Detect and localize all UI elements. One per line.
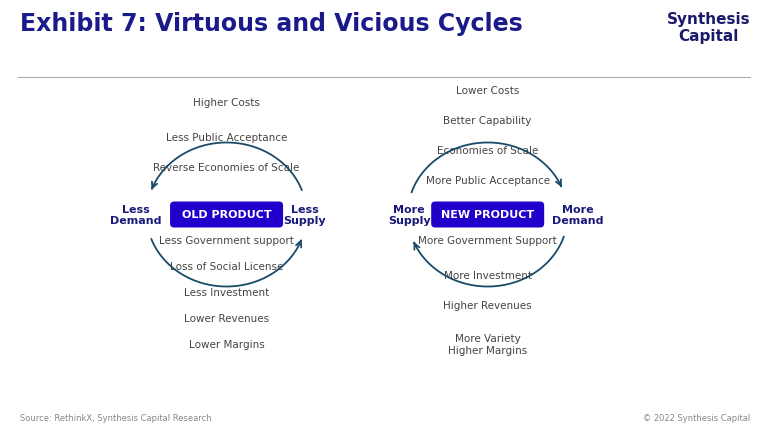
- Text: Reverse Economies of Scale: Reverse Economies of Scale: [154, 163, 300, 173]
- Text: More
Demand: More Demand: [552, 204, 604, 226]
- FancyBboxPatch shape: [170, 202, 283, 228]
- Text: More Government Support: More Government Support: [419, 236, 557, 246]
- Text: More Public Acceptance: More Public Acceptance: [425, 175, 550, 186]
- Text: Lower Margins: Lower Margins: [189, 339, 264, 349]
- Text: Less Public Acceptance: Less Public Acceptance: [166, 132, 287, 143]
- Text: Economies of Scale: Economies of Scale: [437, 145, 538, 156]
- Text: Exhibit 7: Virtuous and Vicious Cycles: Exhibit 7: Virtuous and Vicious Cycles: [20, 12, 523, 36]
- Text: NEW PRODUCT: NEW PRODUCT: [441, 210, 535, 220]
- FancyBboxPatch shape: [431, 202, 545, 228]
- Text: More
Supply: More Supply: [388, 204, 431, 226]
- Text: © 2022 Synthesis Capital: © 2022 Synthesis Capital: [643, 413, 750, 422]
- Text: Synthesis
Capital: Synthesis Capital: [667, 12, 750, 44]
- Text: More Investment: More Investment: [444, 270, 531, 280]
- Text: Loss of Social License: Loss of Social License: [170, 261, 283, 272]
- Text: Higher Revenues: Higher Revenues: [443, 300, 532, 310]
- Text: Less Investment: Less Investment: [184, 287, 270, 298]
- Text: Higher Costs: Higher Costs: [193, 98, 260, 108]
- Text: Less
Supply: Less Supply: [283, 204, 326, 226]
- Text: Less
Demand: Less Demand: [111, 204, 162, 226]
- Text: Lower Revenues: Lower Revenues: [184, 313, 269, 323]
- Text: Lower Costs: Lower Costs: [456, 85, 519, 95]
- Text: Source: RethinkX, Synthesis Capital Research: Source: RethinkX, Synthesis Capital Rese…: [20, 413, 212, 422]
- Text: More Variety
Higher Margins: More Variety Higher Margins: [448, 333, 528, 355]
- Text: OLD PRODUCT: OLD PRODUCT: [182, 210, 271, 220]
- Text: Better Capability: Better Capability: [443, 115, 532, 126]
- Text: Less Government support: Less Government support: [159, 236, 294, 246]
